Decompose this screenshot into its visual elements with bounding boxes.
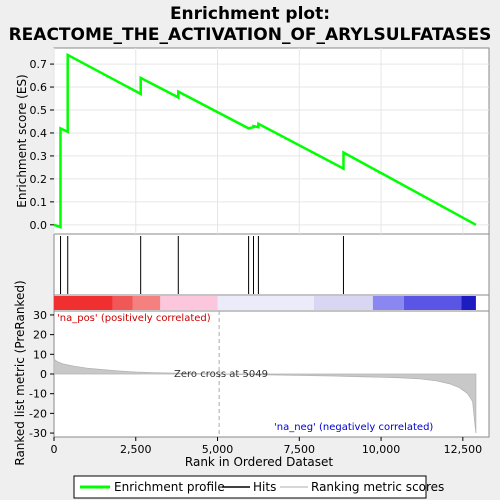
- heatmap-segment: [314, 296, 373, 310]
- x-axis-label: Rank in Ordered Dataset: [185, 455, 333, 469]
- title-line-2: REACTOME_THE_ACTIVATION_OF_ARYLSULFATASE…: [9, 25, 492, 45]
- enrichment-profile-line: [53, 52, 477, 229]
- legend-enrichment-label: Enrichment profile: [114, 480, 225, 494]
- hits-layer: [60, 236, 344, 294]
- heatmap-layer: [54, 296, 476, 310]
- ranked-y-tick-label: 30: [33, 309, 47, 322]
- ranking-metric-area: [53, 358, 477, 434]
- es-y-ticks: 0.0 0.1 0.2 0.3 0.4 0.5 0.6 0.7: [30, 58, 54, 232]
- es-y-tick-label: 0.1: [30, 196, 48, 209]
- es-y-tick-label: 0.3: [30, 150, 48, 163]
- heatmap-segment: [132, 296, 161, 310]
- x-tick-label: 10,000: [362, 443, 401, 456]
- es-curve-layer: [53, 52, 477, 229]
- x-ticks: 0 2,500 5,000 7,500 10,000 12,500: [51, 437, 483, 456]
- ranked-y-tick-label: -10: [29, 388, 47, 401]
- ranked-layer: [53, 311, 477, 437]
- es-panel: [53, 47, 490, 235]
- es-y-tick-label: 0.0: [30, 219, 48, 232]
- es-y-tick-label: 0.6: [30, 81, 48, 94]
- ranked-y-tick-label: 10: [33, 348, 47, 361]
- es-y-tick-label: 0.4: [30, 127, 48, 140]
- x-tick-label: 2,500: [120, 443, 152, 456]
- es-y-tick-label: 0.7: [30, 58, 48, 71]
- x-tick-label: 0: [51, 443, 58, 456]
- negative-correlation-label: 'na_neg' (negatively correlated): [274, 422, 433, 433]
- es-y-axis-label: Enrichment score (ES): [15, 74, 29, 207]
- ranked-y-tick-label: -30: [29, 427, 47, 440]
- x-tick-label: 5,000: [202, 443, 234, 456]
- heatmap-segment: [461, 296, 476, 310]
- legend-ranking-label: Ranking metric scores: [311, 480, 444, 494]
- heatmap-segment: [372, 296, 404, 310]
- ranked-y-axis-label: Ranked list metric (PreRanked): [13, 280, 27, 465]
- x-tick-label: 12,500: [444, 443, 483, 456]
- heatmap-segment: [403, 296, 462, 310]
- heatmap-segment: [54, 296, 113, 310]
- hits-panel: [53, 233, 490, 296]
- zero-cross-label: Zero cross at 5049: [174, 369, 268, 380]
- heatmap-segment: [112, 296, 133, 310]
- heatmap-segment: [160, 296, 218, 310]
- x-tick-label: 7,500: [284, 443, 316, 456]
- es-y-tick-label: 0.5: [30, 104, 48, 117]
- ranked-y-tick-label: -20: [29, 407, 47, 420]
- heatmap-segment: [217, 296, 315, 310]
- es-y-tick-label: 0.2: [30, 173, 48, 186]
- ranked-y-ticks: -30 -20 -10 0 10 20 30: [29, 309, 54, 440]
- legend-hits-label: Hits: [253, 480, 276, 494]
- legend: Enrichment profile Hits Ranking metric s…: [73, 475, 444, 499]
- ranked-y-tick-label: 20: [33, 329, 47, 342]
- positive-correlation-label: 'na_pos' (positively correlated): [57, 313, 211, 324]
- title-line-1: Enrichment plot:: [170, 4, 330, 24]
- ranked-y-tick-label: 0: [40, 368, 47, 381]
